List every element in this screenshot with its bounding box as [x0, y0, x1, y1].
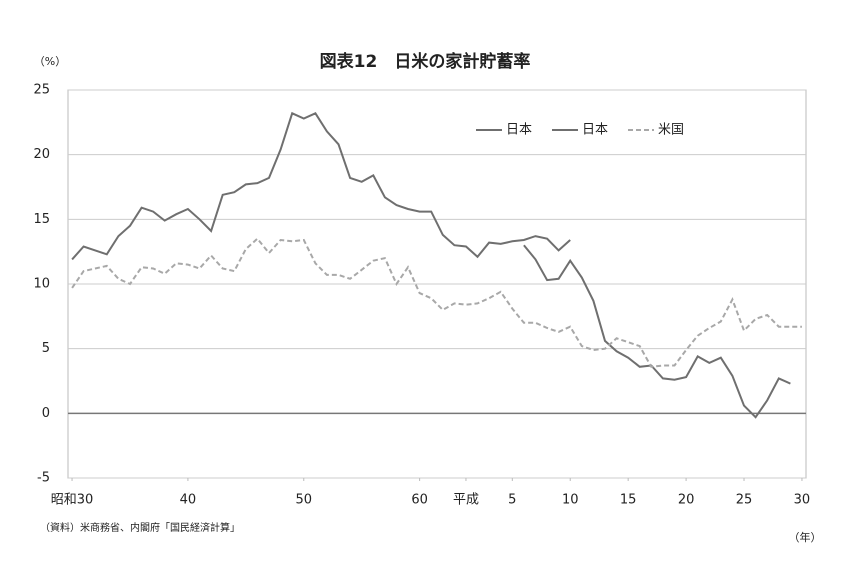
x-tick-label: 50 [295, 493, 312, 508]
series-line [71, 111, 571, 261]
x-tick-label: 昭和30 [51, 493, 94, 508]
y-tick-label: 10 [33, 277, 50, 292]
y-tick-label: 5 [42, 341, 50, 356]
series-line [523, 244, 791, 419]
y-tick-label: 0 [42, 406, 50, 421]
y-tick-label: -5 [37, 471, 50, 486]
x-tick-label: 30 [794, 493, 811, 508]
series-line [71, 237, 802, 368]
y-tick-label: 25 [33, 83, 50, 98]
y-unit: （%） [34, 55, 66, 68]
y-tick-label: 15 [33, 212, 50, 227]
source-note: （資料）米商務省、内閣府「国民経済計算」 [40, 521, 240, 534]
x-tick-label: 5 [508, 493, 516, 508]
y-tick-label: 20 [33, 147, 50, 162]
x-tick-label: 40 [180, 493, 197, 508]
legend-label: 日本 [506, 123, 532, 138]
x-tick-label: 平成 [453, 493, 479, 508]
x-tick-label: 20 [678, 493, 695, 508]
x-unit: （年） [789, 530, 822, 544]
legend-label: 米国 [658, 123, 684, 138]
chart-title: 図表12 日米の家計貯蓄率 [320, 51, 531, 72]
x-tick-label: 25 [736, 493, 753, 508]
legend-label: 日本 [582, 123, 608, 138]
x-tick-label: 60 [411, 493, 428, 508]
x-tick-label: 10 [562, 493, 579, 508]
x-tick-label: 15 [620, 493, 637, 508]
